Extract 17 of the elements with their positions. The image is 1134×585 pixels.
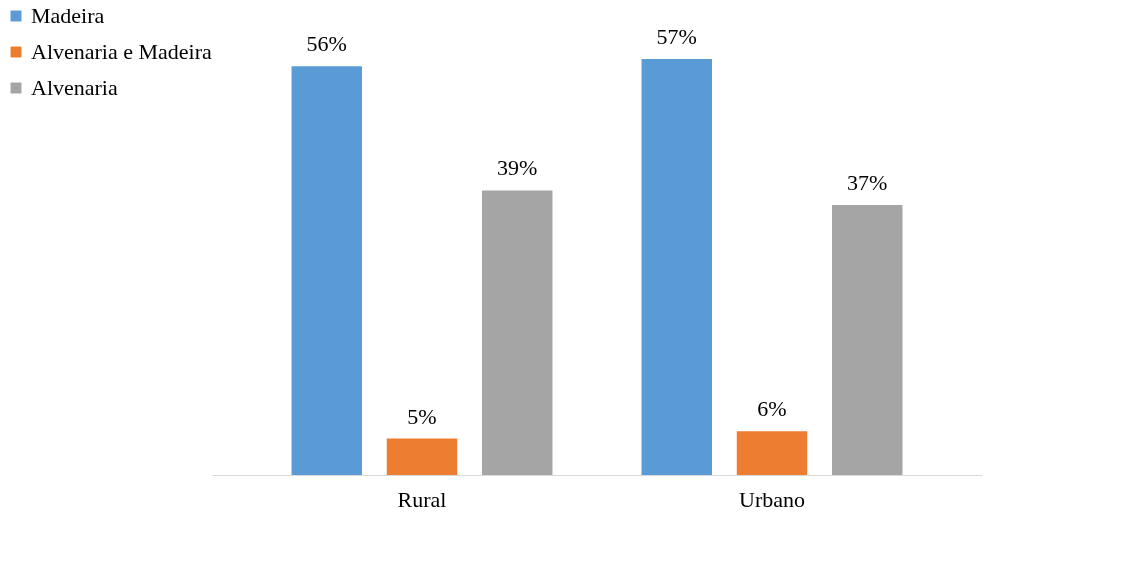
bar [832, 205, 903, 475]
data-label: 57% [656, 24, 697, 50]
bar [291, 66, 362, 475]
legend-label: Alvenaria e Madeira [31, 39, 213, 64]
data-label: 5% [407, 403, 437, 429]
x-tick-label: Urbano [739, 486, 805, 512]
data-label: 6% [757, 396, 787, 422]
legend-label: Alvenaria [31, 75, 118, 100]
legend-label: Madeira [31, 3, 105, 28]
data-label: 37% [847, 170, 888, 196]
bar [386, 438, 458, 475]
bar [641, 59, 712, 475]
bar [482, 190, 553, 475]
data-label: 39% [497, 155, 538, 181]
data-label: 56% [306, 31, 347, 57]
bar [736, 431, 808, 475]
x-tick-label: Rural [397, 486, 447, 512]
